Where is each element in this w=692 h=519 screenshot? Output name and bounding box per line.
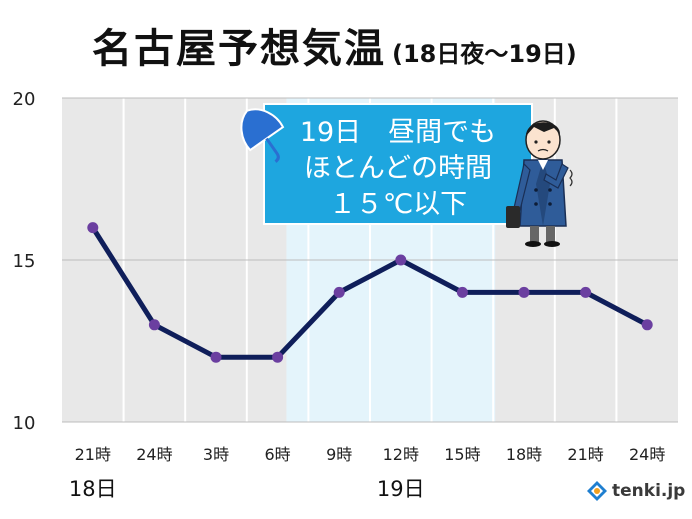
umbrella-icon — [240, 108, 285, 163]
day-label: 19日 — [377, 477, 425, 501]
data-point — [272, 351, 284, 363]
tenki-logo-text: tenki.jp — [612, 481, 686, 501]
data-point — [580, 286, 592, 298]
x-tick-label: 21時 — [75, 445, 111, 464]
x-tick-label: 24時 — [136, 445, 172, 464]
x-axis-labels: 21時 24時 3時 6時 9時 12時 15時 18時 21時 24時 — [75, 445, 666, 464]
x-tick-label: 18時 — [506, 445, 542, 464]
callout-line-2: ほとんどの時間 — [304, 153, 492, 184]
data-point — [87, 222, 99, 234]
tenki-logo: tenki.jp — [586, 480, 685, 502]
title-subtitle: (18日夜～19日) — [392, 40, 577, 68]
y-tick-label: 15 — [13, 251, 36, 272]
data-point — [456, 286, 468, 298]
chart-title: 名古屋予想気温 (18日夜～19日) — [92, 16, 577, 76]
x-tick-label: 3時 — [203, 445, 229, 464]
callout: 19日 昼間でも ほとんどの時間 １５℃以下 — [263, 103, 533, 225]
y-tick-label: 10 — [13, 413, 36, 434]
x-tick-label: 6時 — [265, 445, 291, 464]
temperature-line — [90, 226, 649, 360]
data-point — [333, 286, 345, 298]
callout-line-3: １５℃以下 — [329, 189, 467, 220]
data-point — [210, 351, 222, 363]
title-main: 名古屋予想気温 — [92, 26, 386, 72]
data-point — [518, 286, 530, 298]
x-tick-label: 21時 — [567, 445, 603, 464]
data-point — [395, 254, 407, 266]
horizontal-gridlines — [62, 97, 678, 423]
callout-box — [263, 103, 533, 225]
data-point — [641, 319, 653, 331]
data-points — [87, 222, 653, 363]
tenki-logo-icon — [587, 481, 607, 501]
data-point — [148, 319, 160, 331]
x-tick-label: 12時 — [383, 445, 419, 464]
x-tick-label: 15時 — [444, 445, 480, 464]
x-tick-label: 24時 — [629, 445, 665, 464]
x-tick-label: 9時 — [326, 445, 352, 464]
callout-line-1: 19日 昼間でも — [300, 117, 496, 148]
y-axis-labels: 10 15 20 — [13, 89, 36, 434]
day-labels: 18日 19日 — [69, 477, 425, 501]
cold-businessman-icon — [506, 120, 573, 247]
day-label: 18日 — [69, 477, 117, 501]
y-tick-label: 20 — [13, 89, 36, 110]
